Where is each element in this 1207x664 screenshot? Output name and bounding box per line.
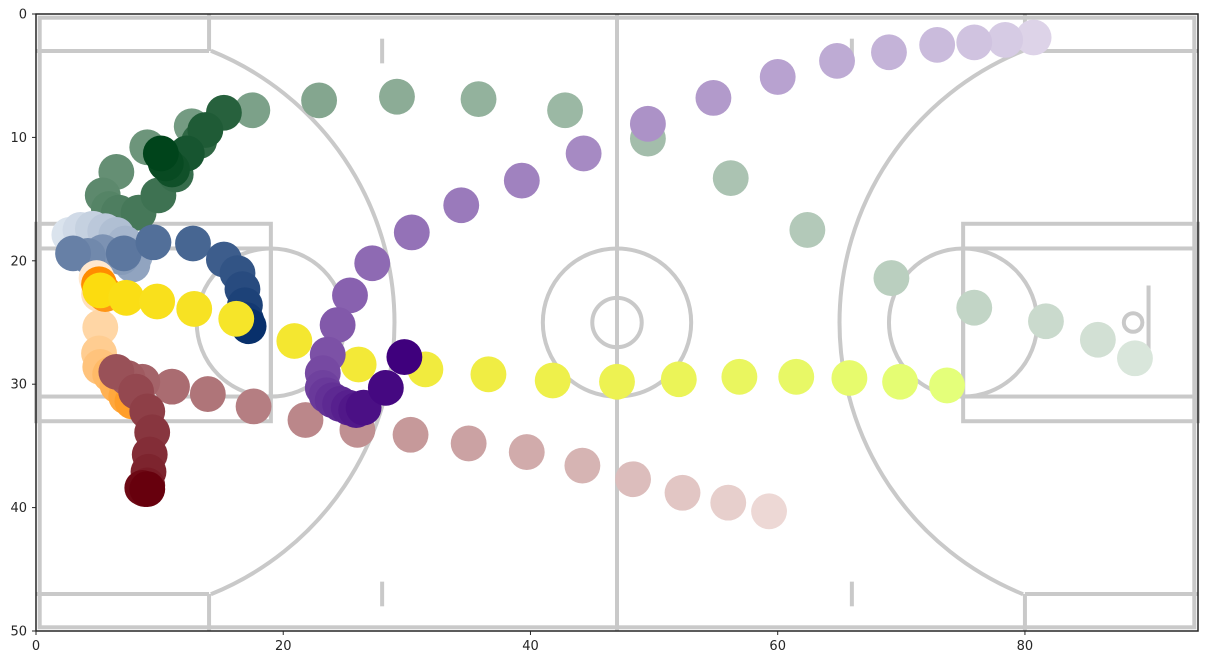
- data-point-series-5: [819, 42, 855, 79]
- y-tick-label: 10: [10, 131, 27, 146]
- data-point-series-4: [615, 461, 651, 498]
- data-point-series-4: [751, 493, 787, 530]
- data-point-series-5: [919, 26, 956, 63]
- data-point-series-3: [470, 356, 507, 393]
- data-point-series-0: [712, 160, 749, 197]
- x-tick-label: 0: [32, 639, 40, 654]
- data-point-series-3: [276, 323, 313, 359]
- data-point-series-5: [759, 59, 796, 95]
- data-point-series-4: [564, 447, 601, 484]
- data-point-series-0: [873, 260, 910, 296]
- data-point-series-1: [105, 235, 142, 272]
- data-point-series-5: [695, 80, 732, 116]
- x-axis-ticks: 0 20 40 60 80: [32, 631, 1033, 654]
- data-point-series-5: [956, 24, 993, 61]
- data-point-series-5: [367, 370, 404, 406]
- data-point-series-5: [319, 307, 356, 343]
- data-point-series-5: [503, 162, 540, 199]
- right-hoop: [1121, 311, 1145, 334]
- data-point-series-4: [392, 416, 429, 453]
- player-trajectory-points: [51, 19, 1153, 530]
- right-lane: [961, 221, 1201, 424]
- data-point-series-3: [340, 346, 377, 383]
- y-tick-label: 40: [10, 501, 27, 516]
- data-point-series-0: [234, 92, 271, 129]
- right-three-point-arc: [837, 48, 1024, 597]
- data-point-series-3: [831, 360, 868, 396]
- data-point-series-4: [287, 402, 324, 438]
- y-tick-label: 30: [10, 378, 27, 393]
- data-point-series-5: [443, 187, 480, 224]
- right-inner-lane: [961, 246, 1201, 399]
- data-point-series-0: [789, 212, 826, 248]
- data-point-series-0: [1117, 340, 1153, 377]
- y-tick-label: 20: [10, 254, 27, 269]
- data-point-series-0: [379, 78, 415, 115]
- center-inner-circle: [590, 295, 644, 350]
- data-point-series-3: [108, 279, 145, 316]
- x-tick-label: 80: [1017, 639, 1034, 654]
- y-axis-ticks: 0 10 20 30 40 50: [10, 8, 36, 640]
- data-point-series-3: [218, 300, 255, 337]
- data-point-series-5: [565, 135, 602, 172]
- data-point-series-3: [721, 358, 758, 395]
- data-point-series-1: [135, 224, 172, 261]
- left-three-point-arc: [210, 48, 397, 597]
- data-point-series-0: [956, 289, 993, 326]
- x-tick-label: 20: [275, 639, 292, 654]
- data-point-series-4: [189, 376, 226, 412]
- data-point-series-3: [882, 363, 919, 400]
- data-point-series-5: [629, 105, 666, 142]
- data-point-series-3: [660, 361, 697, 398]
- plot-frame: [35, 13, 1199, 632]
- data-point-series-5: [332, 277, 368, 314]
- x-tick-label: 60: [769, 639, 786, 654]
- data-point-series-3: [929, 367, 965, 404]
- data-point-series-4: [664, 474, 701, 511]
- data-point-series-4: [710, 484, 747, 521]
- data-point-series-5: [1015, 19, 1052, 56]
- data-point-series-5: [354, 245, 391, 282]
- data-point-series-3: [599, 363, 635, 400]
- data-point-series-5: [393, 214, 430, 251]
- data-point-series-4: [154, 368, 190, 405]
- y-tick-label: 0: [19, 8, 27, 23]
- data-point-series-0: [460, 81, 497, 118]
- data-point-series-3: [176, 291, 213, 327]
- data-point-series-0: [547, 92, 584, 129]
- data-point-series-1: [55, 235, 92, 272]
- x-tick-label: 40: [522, 639, 539, 654]
- data-point-series-5: [386, 339, 423, 375]
- data-point-series-0: [1079, 321, 1116, 358]
- data-point-series-3: [139, 283, 176, 320]
- data-point-series-1: [175, 225, 211, 262]
- data-point-series-5: [987, 22, 1024, 58]
- data-point-series-0: [1028, 303, 1064, 340]
- y-tick-label: 50: [10, 625, 27, 640]
- data-point-series-4: [450, 425, 487, 462]
- data-point-series-5: [871, 34, 907, 71]
- data-point-series-0: [142, 135, 179, 172]
- data-point-series-4: [235, 388, 272, 425]
- data-point-series-2: [82, 309, 119, 346]
- data-point-series-4: [129, 471, 166, 507]
- data-point-series-3: [534, 362, 571, 399]
- data-point-series-4: [508, 434, 545, 470]
- data-point-series-0: [301, 82, 338, 119]
- data-point-series-3: [778, 358, 815, 395]
